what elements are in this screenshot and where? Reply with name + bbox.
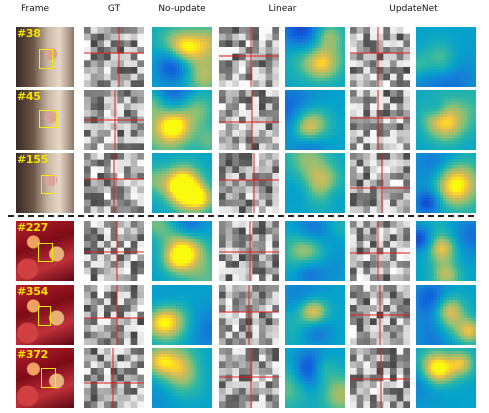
gt-template-tile: [84, 90, 144, 150]
updatenet-response-map: [416, 90, 476, 150]
header-updatenet: UpdateNet: [389, 4, 438, 14]
frame-number-label: #45: [17, 90, 41, 103]
linear-response-map: [285, 285, 345, 345]
frame-thumbnail: #155: [16, 153, 74, 213]
frame-number-label: #38: [17, 27, 41, 40]
frame-thumbnail: #372: [16, 348, 74, 408]
updatenet-template-tile: [350, 285, 410, 345]
no-update-response-map: [152, 153, 212, 213]
linear-template-tile: [219, 90, 279, 150]
updatenet-response-map: [416, 221, 476, 281]
frame-thumbnail: #227: [16, 221, 74, 281]
frame-number-label: #227: [17, 221, 48, 234]
video-frame-image: [16, 27, 74, 87]
gt-template-tile: [84, 285, 144, 345]
gt-template-tile: [84, 153, 144, 213]
frame-thumbnail: #45: [16, 90, 74, 150]
header-frame: Frame: [20, 4, 50, 14]
gt-template-tile: [84, 27, 144, 87]
gt-template-tile: [84, 221, 144, 281]
linear-response-map: [285, 348, 345, 408]
linear-template-tile: [219, 153, 279, 213]
updatenet-template-tile: [350, 221, 410, 281]
target-bounding-box: [41, 175, 56, 194]
linear-template-tile: [219, 221, 279, 281]
frame-number-label: #155: [17, 153, 48, 166]
frame-thumbnail: #38: [16, 27, 74, 87]
target-bounding-box: [38, 243, 53, 262]
video-frame-image: [16, 348, 74, 408]
updatenet-response-map: [416, 285, 476, 345]
no-update-response-map: [152, 348, 212, 408]
frame-number-label: #372: [17, 348, 48, 361]
target-bounding-box: [41, 368, 56, 388]
no-update-response-map: [152, 285, 212, 345]
no-update-response-map: [152, 90, 212, 150]
target-bounding-box: [38, 306, 51, 326]
video-frame-image: [16, 90, 74, 150]
linear-response-map: [285, 221, 345, 281]
video-frame-image: [16, 221, 74, 281]
linear-template-tile: [219, 285, 279, 345]
header-linear: Linear: [268, 4, 297, 14]
linear-template-tile: [219, 348, 279, 408]
frame-thumbnail: #354: [16, 285, 74, 345]
video-frame-image: [16, 285, 74, 345]
linear-response-map: [285, 90, 345, 150]
updatenet-response-map: [416, 153, 476, 213]
frame-number-label: #354: [17, 285, 48, 298]
header-gt: GT: [107, 4, 121, 14]
updatenet-template-tile: [350, 348, 410, 408]
updatenet-response-map: [416, 27, 476, 87]
video-frame-image: [16, 153, 74, 213]
updatenet-template-tile: [350, 27, 410, 87]
no-update-response-map: [152, 221, 212, 281]
no-update-response-map: [152, 27, 212, 87]
header-no-update: No-update: [158, 4, 206, 14]
updatenet-template-tile: [350, 153, 410, 213]
target-bounding-box: [39, 49, 53, 69]
dataset-divider: [8, 215, 474, 217]
target-bounding-box: [39, 110, 57, 128]
linear-response-map: [285, 27, 345, 87]
linear-template-tile: [219, 27, 279, 87]
updatenet-response-map: [416, 348, 476, 408]
linear-response-map: [285, 153, 345, 213]
gt-template-tile: [84, 348, 144, 408]
updatenet-template-tile: [350, 90, 410, 150]
